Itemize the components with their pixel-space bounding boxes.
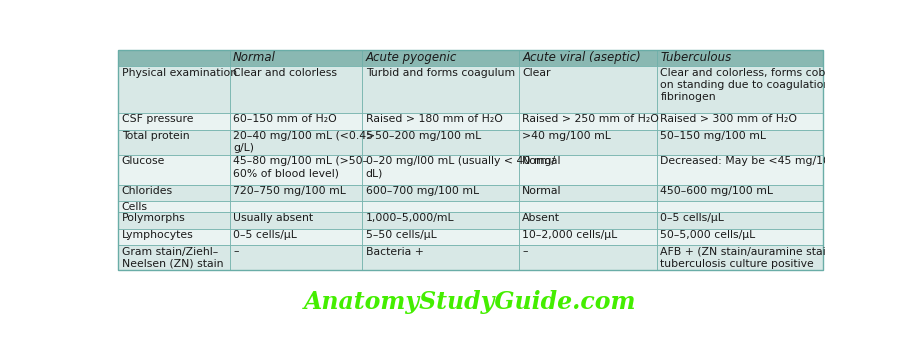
Bar <box>229 50 362 67</box>
Text: 600–700 mg/100 mL: 600–700 mg/100 mL <box>366 186 479 196</box>
Bar <box>657 201 823 212</box>
Bar <box>362 50 519 67</box>
Bar <box>362 229 519 246</box>
Bar <box>229 67 362 113</box>
Text: Cells: Cells <box>122 202 148 212</box>
Bar <box>362 185 519 201</box>
Bar <box>519 201 657 212</box>
Bar <box>118 212 229 229</box>
Bar <box>118 50 229 67</box>
Text: 450–600 mg/100 mL: 450–600 mg/100 mL <box>660 186 773 196</box>
Text: 1,000–5,000/mL: 1,000–5,000/mL <box>366 213 454 223</box>
Bar <box>657 130 823 155</box>
Text: Raised > 250 mm of H₂O: Raised > 250 mm of H₂O <box>522 114 659 124</box>
Text: 10–2,000 cells/μL: 10–2,000 cells/μL <box>522 230 617 240</box>
Bar <box>362 130 519 155</box>
Text: >40 mg/100 mL: >40 mg/100 mL <box>522 131 611 141</box>
Bar <box>229 155 362 185</box>
Bar <box>519 50 657 67</box>
Bar <box>229 201 362 212</box>
Bar <box>519 185 657 201</box>
Text: Absent: Absent <box>522 213 560 223</box>
Text: Normal: Normal <box>233 51 276 64</box>
Bar <box>118 185 229 201</box>
Bar <box>118 113 229 130</box>
Text: Polymorphs: Polymorphs <box>122 213 185 223</box>
Bar <box>657 50 823 67</box>
Text: 0–5 cells/μL: 0–5 cells/μL <box>233 230 297 240</box>
Bar <box>362 201 519 212</box>
Text: CSF pressure: CSF pressure <box>122 114 193 124</box>
Text: Acute viral (aseptic): Acute viral (aseptic) <box>522 51 641 64</box>
Text: Raised > 300 mm of H₂O: Raised > 300 mm of H₂O <box>660 114 798 124</box>
Bar <box>519 212 657 229</box>
Text: Total protein: Total protein <box>122 131 189 141</box>
Bar <box>362 113 519 130</box>
Text: Gram stain/Ziehl–
Neelsen (ZN) stain: Gram stain/Ziehl– Neelsen (ZN) stain <box>122 247 223 269</box>
Text: Usually absent: Usually absent <box>233 213 314 223</box>
Bar <box>362 212 519 229</box>
Text: 20–40 mg/100 mL (<0.45
g/L): 20–40 mg/100 mL (<0.45 g/L) <box>233 131 373 153</box>
Text: 50–150 mg/100 mL: 50–150 mg/100 mL <box>660 131 767 141</box>
Text: Clear and colorless: Clear and colorless <box>233 68 337 78</box>
Bar <box>118 155 229 185</box>
Bar <box>362 67 519 113</box>
Text: –: – <box>233 247 238 257</box>
Bar <box>657 185 823 201</box>
Text: Decreased: May be <45 mg/100 mL: Decreased: May be <45 mg/100 mL <box>660 156 857 166</box>
Text: AnatomyStudyGuide.com: AnatomyStudyGuide.com <box>304 290 636 314</box>
Bar <box>657 155 823 185</box>
Text: 45–80 mg/100 mL (>50–
60% of blood level): 45–80 mg/100 mL (>50– 60% of blood level… <box>233 156 369 178</box>
Bar <box>519 113 657 130</box>
Bar <box>229 229 362 246</box>
Bar <box>362 155 519 185</box>
Text: 50–5,000 cells/μL: 50–5,000 cells/μL <box>660 230 756 240</box>
Bar <box>118 50 823 270</box>
Bar <box>229 185 362 201</box>
Text: >50–200 mg/100 mL: >50–200 mg/100 mL <box>366 131 481 141</box>
Text: Acute pyogenic: Acute pyogenic <box>366 51 457 64</box>
Text: 720–750 mg/100 mL: 720–750 mg/100 mL <box>233 186 346 196</box>
Text: 60–150 mm of H₂O: 60–150 mm of H₂O <box>233 114 337 124</box>
Bar <box>519 155 657 185</box>
Bar <box>657 246 823 270</box>
Bar <box>362 246 519 270</box>
Text: –: – <box>522 247 527 257</box>
Text: Bacteria +: Bacteria + <box>366 247 424 257</box>
Bar <box>657 67 823 113</box>
Bar <box>519 246 657 270</box>
Text: Clear and colorless, forms cobweb
on standing due to coagulation of
fibrinogen: Clear and colorless, forms cobweb on sta… <box>660 68 848 102</box>
Bar <box>519 67 657 113</box>
Bar <box>229 246 362 270</box>
Text: 5–50 cells/μL: 5–50 cells/μL <box>366 230 436 240</box>
Bar <box>657 212 823 229</box>
Bar <box>657 229 823 246</box>
Text: Turbid and forms coagulum: Turbid and forms coagulum <box>366 68 514 78</box>
Bar <box>118 130 229 155</box>
Text: 0–20 mg/l00 mL (usually < 40 mg/
dL): 0–20 mg/l00 mL (usually < 40 mg/ dL) <box>366 156 555 178</box>
Text: Physical examination: Physical examination <box>122 68 237 78</box>
Text: AFB + (ZN stain/auramine stain) or
tuberculosis culture positive: AFB + (ZN stain/auramine stain) or tuber… <box>660 247 852 269</box>
Text: 0–5 cells/μL: 0–5 cells/μL <box>660 213 724 223</box>
Text: Raised > 180 mm of H₂O: Raised > 180 mm of H₂O <box>366 114 503 124</box>
Text: Normal: Normal <box>522 186 562 196</box>
Bar <box>229 130 362 155</box>
Bar <box>118 229 229 246</box>
Bar <box>118 67 229 113</box>
Bar <box>519 229 657 246</box>
Bar <box>657 113 823 130</box>
Bar <box>229 113 362 130</box>
Text: Clear: Clear <box>522 68 551 78</box>
Text: Normal: Normal <box>522 156 562 166</box>
Text: Glucose: Glucose <box>122 156 165 166</box>
Text: Lymphocytes: Lymphocytes <box>122 230 193 240</box>
Text: Chlorides: Chlorides <box>122 186 173 196</box>
Bar <box>519 130 657 155</box>
Bar <box>118 201 229 212</box>
Text: Tuberculous: Tuberculous <box>660 51 732 64</box>
Bar <box>229 212 362 229</box>
Bar <box>118 246 229 270</box>
